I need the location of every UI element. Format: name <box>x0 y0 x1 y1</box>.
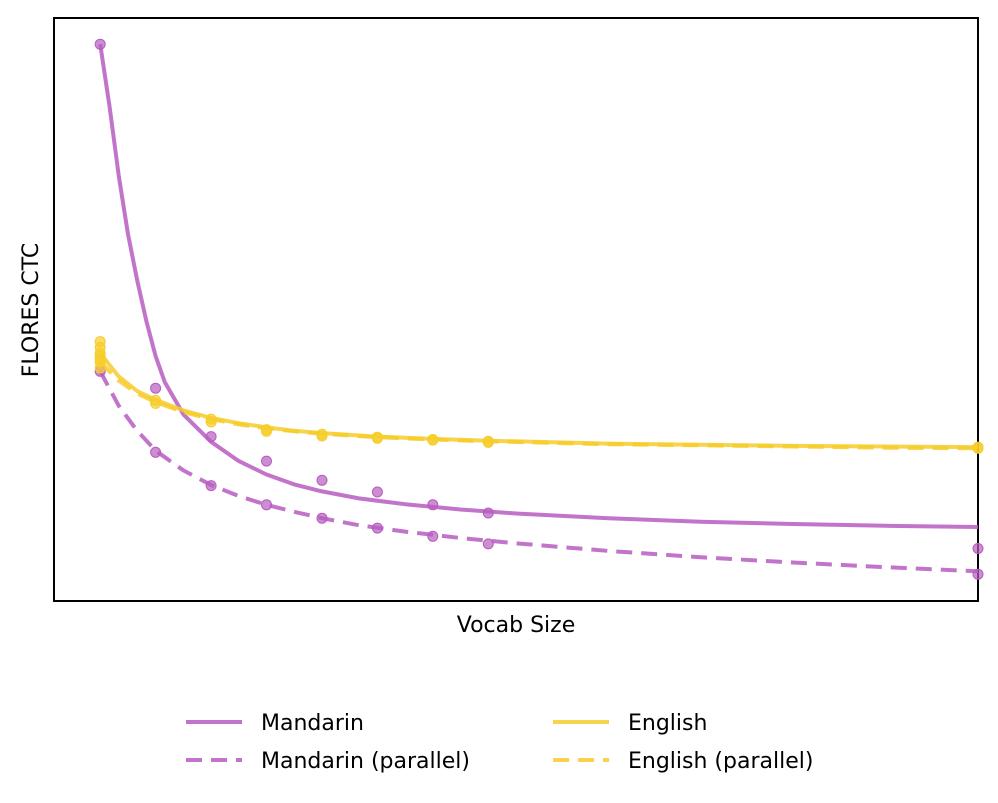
mandarin-parallel-point-7 <box>482 538 494 550</box>
y-axis-label: FLORES CTC <box>19 243 44 377</box>
x-axis-label: Vocab Size <box>457 613 576 638</box>
english-parallel-point-10 <box>972 442 984 454</box>
mandarin-parallel-point-4 <box>316 512 328 524</box>
legend-entry-english-parallel: English (parallel) <box>553 749 813 774</box>
mandarin-point-7 <box>482 507 494 519</box>
legend-entry-mandarin: Mandarin <box>186 711 364 736</box>
legend-label-mandarin: Mandarin <box>261 711 364 736</box>
legend-entry-english: English <box>553 711 707 736</box>
english-parallel-point-7 <box>371 432 383 444</box>
series-layer <box>94 38 984 580</box>
plot-frame <box>53 17 979 602</box>
mandarin-parallel-point-2 <box>205 480 217 492</box>
legend: Mandarin Mandarin (parallel) English Englis… <box>186 711 813 774</box>
mandarin-line <box>98 43 979 529</box>
english-parallel-point-6 <box>316 430 328 442</box>
mandarin-point-5 <box>371 486 383 498</box>
plot-area <box>53 17 984 602</box>
mandarin-point-8 <box>972 543 984 554</box>
legend-entry-mandarin-parallel: Mandarin (parallel) <box>186 749 470 774</box>
english-parallel-point-3 <box>150 397 162 409</box>
english-parallel-point-9 <box>482 436 494 448</box>
mandarin-parallel-point-1 <box>150 446 162 458</box>
mandarin-point-3 <box>261 455 272 467</box>
legend-label-english: English <box>628 711 707 736</box>
english-parallel-point-4 <box>205 416 217 428</box>
mandarin-parallel-point-6 <box>427 530 439 542</box>
mandarin-point-2 <box>205 431 217 443</box>
mandarin-parallel-point-5 <box>371 522 383 534</box>
mandarin-parallel-point-3 <box>261 499 272 511</box>
english-parallel-point-8 <box>427 434 439 446</box>
mandarin-point-4 <box>316 474 328 486</box>
mandarin-point-6 <box>427 499 439 511</box>
mandarin-parallel-point-8 <box>972 568 984 580</box>
english-parallel-point-2 <box>94 362 106 374</box>
legend-label-mandarin-parallel: Mandarin (parallel) <box>261 749 470 774</box>
english-parallel-point-5 <box>261 425 272 437</box>
mandarin-point-0 <box>94 38 106 50</box>
mandarin-point-1 <box>150 382 162 394</box>
legend-label-english-parallel: English (parallel) <box>628 749 813 774</box>
